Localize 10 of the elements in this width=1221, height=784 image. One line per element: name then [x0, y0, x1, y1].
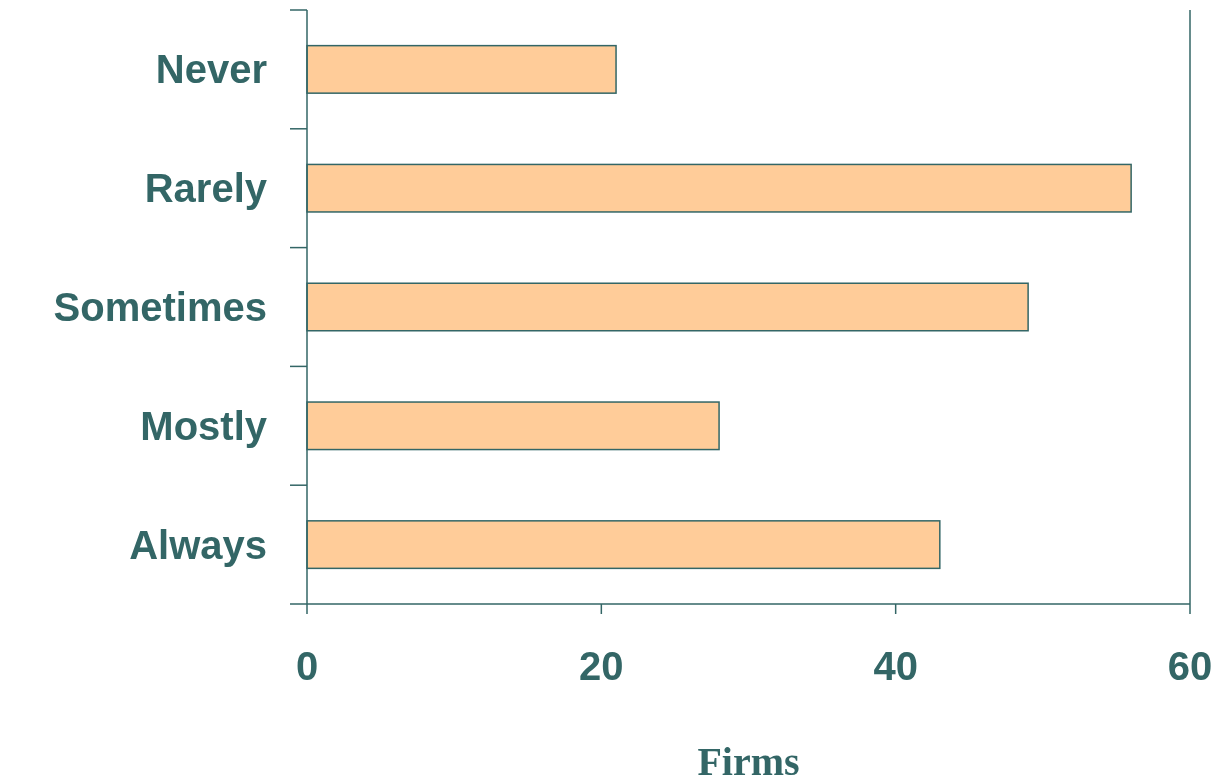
y-tick-label: Mostly — [140, 403, 268, 448]
x-tick-label: 40 — [873, 644, 918, 688]
y-tick-label: Always — [129, 522, 267, 567]
x-tick-label: 60 — [1167, 644, 1213, 688]
y-tick-label: Never — [155, 47, 267, 92]
x-axis-title: Firms — [697, 739, 800, 784]
y-tick-label: Sometimes — [53, 285, 267, 329]
y-tick-label: Rarely — [144, 166, 268, 211]
x-tick-label: 0 — [295, 644, 319, 688]
x-tick-label: 20 — [579, 644, 624, 688]
